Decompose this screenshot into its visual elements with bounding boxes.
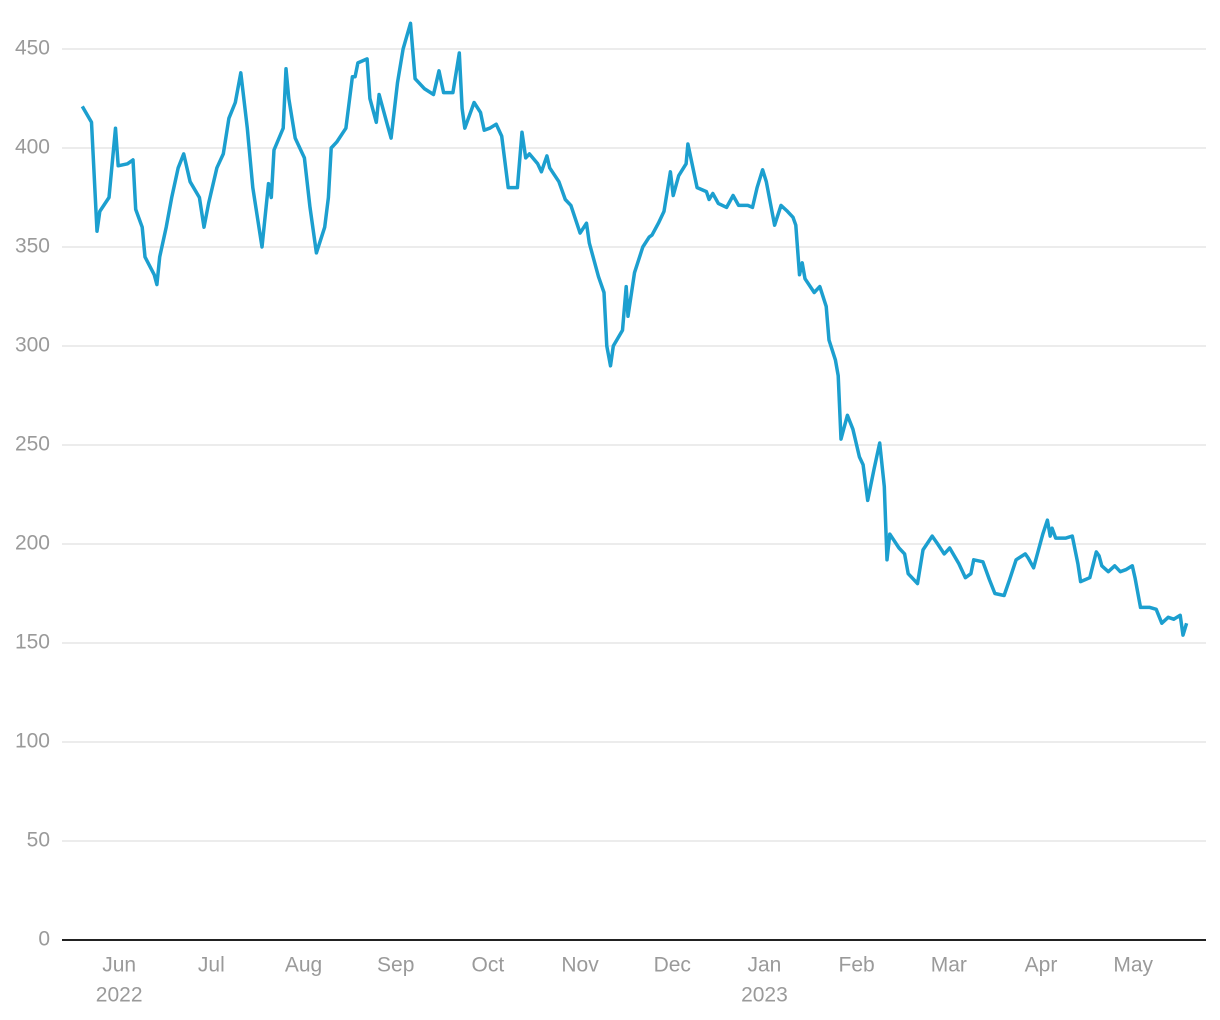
x-tick-label: Jul xyxy=(198,954,225,977)
x-tick-label: Feb xyxy=(839,954,875,977)
x-year-label: 2022 xyxy=(96,984,143,1007)
y-tick-label: 450 xyxy=(15,37,50,60)
x-tick-label: Jun xyxy=(102,954,136,977)
x-tick-label: Oct xyxy=(472,954,505,977)
y-tick-label: 100 xyxy=(15,730,50,753)
x-tick-label: Nov xyxy=(561,954,599,977)
x-tick-label: Aug xyxy=(285,954,322,977)
x-tick-label: Mar xyxy=(931,954,967,977)
x-tick-label: Jan xyxy=(748,954,782,977)
y-tick-label: 150 xyxy=(15,631,50,654)
x-tick-label: May xyxy=(1113,954,1153,977)
y-tick-label: 0 xyxy=(38,928,50,951)
y-tick-label: 200 xyxy=(15,532,50,555)
y-tick-label: 250 xyxy=(15,433,50,456)
y-tick-label: 350 xyxy=(15,235,50,258)
x-tick-label: Sep xyxy=(377,954,414,977)
line xyxy=(80,21,1189,637)
x-tick-label: Apr xyxy=(1025,954,1058,977)
x-year-label: 2023 xyxy=(741,984,788,1007)
x-tick-label: Dec xyxy=(654,954,691,977)
y-tick-label: 400 xyxy=(15,136,50,159)
y-tick-label: 300 xyxy=(15,334,50,357)
y-tick-label: 50 xyxy=(27,829,50,852)
